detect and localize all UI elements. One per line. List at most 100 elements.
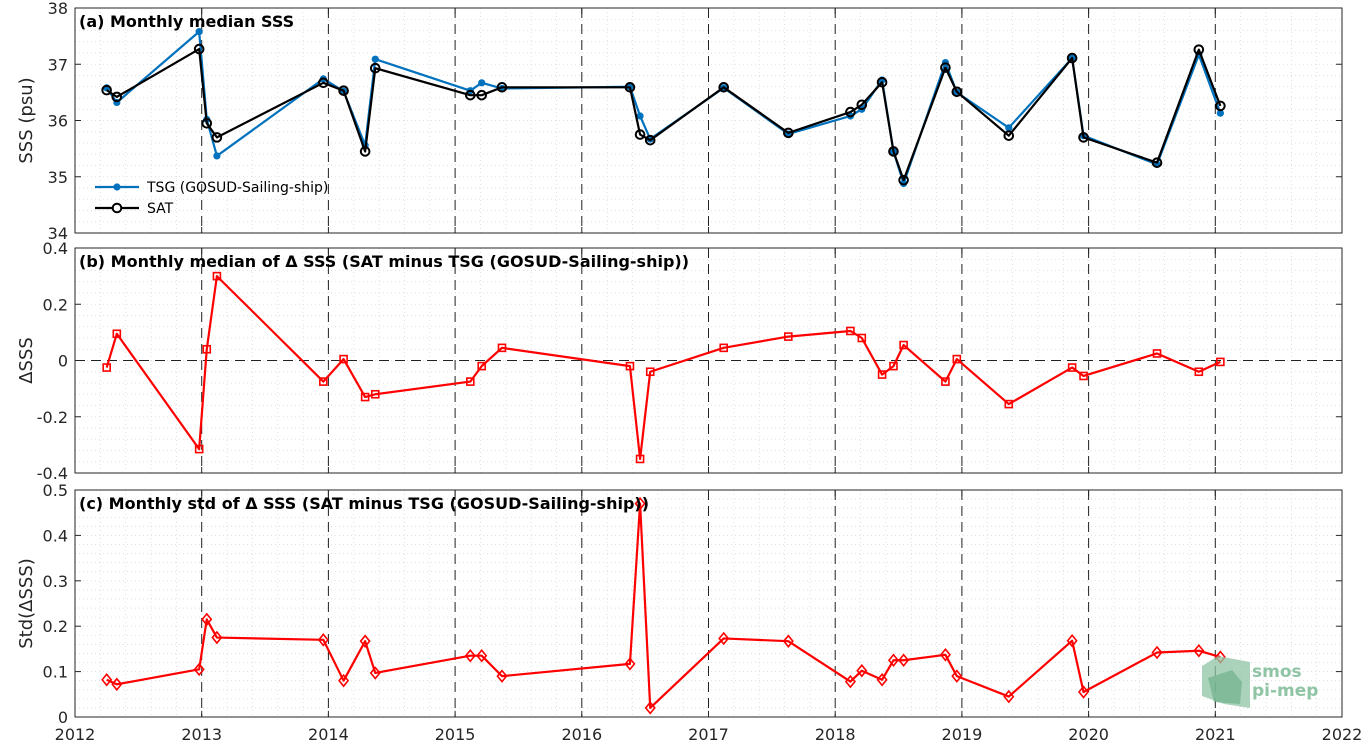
- data-point: [211, 132, 223, 143]
- data-point: [951, 86, 963, 98]
- data-point: [466, 377, 475, 386]
- data-point: [359, 146, 371, 157]
- data-point: [201, 118, 213, 129]
- data-point: [359, 634, 371, 648]
- chart-panels: 34 35 36 37 38 SSS (psu) (a) Monthly median SS…: [16, 0, 1343, 727]
- data-point: [360, 392, 370, 402]
- data-point: [899, 340, 908, 350]
- data-point: [644, 701, 656, 715]
- data-point: [951, 669, 963, 683]
- x-tick-label: 2018: [815, 725, 856, 744]
- data-point: [212, 271, 222, 281]
- x-tick-labels: 2012 2013 2014 2015 2016 2017 2018 2019 2020 2021…: [55, 725, 1363, 744]
- y-tick-label: 0: [58, 352, 68, 371]
- data-point: [1215, 100, 1226, 112]
- legend-label-tsg: TSG (GOSUD-Sailing-ship): [146, 180, 328, 196]
- data-point: [476, 648, 488, 663]
- data-point: [939, 648, 951, 662]
- data-point: [844, 674, 856, 689]
- data-point: [338, 673, 350, 688]
- y-tick-label: 0.5: [43, 481, 68, 500]
- data-point: [634, 496, 646, 511]
- data-point: [856, 663, 868, 678]
- data-point: [338, 85, 349, 96]
- data-point: [1193, 643, 1205, 658]
- y-tick-label: 0.2: [43, 295, 68, 314]
- y-tick-label: 34: [48, 224, 68, 243]
- data-point: [624, 657, 636, 671]
- data-point: [952, 354, 962, 364]
- y-axis-label: ΔSSS: [16, 337, 37, 384]
- data-point: [634, 129, 646, 140]
- data-point: [635, 454, 645, 464]
- panel-title: (c) Monthly std of Δ SSS (SAT minus TSG …: [79, 494, 649, 513]
- x-tick-label: 2013: [181, 725, 222, 744]
- data-point: [318, 77, 329, 89]
- data-point: [625, 361, 635, 371]
- data-point: [465, 89, 476, 101]
- y-tick-label: 0.3: [43, 572, 68, 591]
- series-line: [106, 502, 1221, 710]
- data-point: [876, 673, 888, 687]
- panel-title: (b) Monthly median of Δ SSS (SAT minus T…: [79, 252, 689, 271]
- data-point: [887, 653, 900, 668]
- series-sat: [101, 43, 1226, 186]
- y-tick-label: 35: [48, 168, 68, 187]
- data-point: [369, 666, 381, 680]
- data-point: [719, 343, 729, 353]
- data-point: [644, 134, 656, 146]
- logo-line-1: smos: [1252, 662, 1302, 682]
- data-point: [1004, 399, 1014, 409]
- series-tsg-gosud-sailing-ship-: [103, 28, 1224, 188]
- y-tick-label: 37: [48, 55, 68, 74]
- data-point: [101, 84, 112, 96]
- data-point: [1079, 371, 1088, 381]
- legend-marker-tsg: [113, 183, 121, 191]
- data-point: [1003, 689, 1015, 704]
- data-point: [1193, 44, 1205, 55]
- data-point: [370, 389, 380, 399]
- data-point: [478, 79, 486, 87]
- data-point: [624, 82, 636, 93]
- legend: TSG (GOSUD-Sailing-ship) SAT: [95, 180, 328, 217]
- series-line: [106, 47, 1222, 182]
- data-point: [317, 633, 329, 647]
- data-point: [1078, 132, 1089, 143]
- data-point: [1216, 109, 1224, 117]
- x-tick-label: 2021: [1195, 725, 1236, 744]
- data-point: [846, 326, 855, 336]
- data-point: [1003, 130, 1015, 141]
- data-point: [784, 332, 793, 341]
- data-point: [876, 76, 888, 88]
- data-point: [898, 653, 910, 668]
- data-point: [1152, 349, 1162, 358]
- y-axis-label: Std(ΔSSS): [16, 558, 37, 649]
- data-point: [211, 630, 223, 645]
- data-point: [782, 634, 794, 648]
- data-point: [194, 444, 204, 454]
- data-point: [112, 329, 122, 339]
- chart-panel-3: 0 0.1 0.2 0.3 0.4 0.5 Std(ΔSSS) (c) Monthly std…: [16, 481, 1343, 727]
- chart-panel-2: -0.4 -0.2 0 0.2 0.4 ΔSSS (b) Monthly median of…: [16, 239, 1343, 483]
- data-point: [464, 648, 476, 663]
- data-point: [1005, 124, 1013, 132]
- data-point: [1151, 645, 1163, 660]
- chart-panel-1: 34 35 36 37 38 SSS (psu) (a) Monthly median SS…: [16, 0, 1343, 243]
- data-point: [941, 377, 950, 386]
- data-point: [102, 363, 111, 372]
- data-point: [202, 344, 212, 354]
- data-point: [496, 82, 508, 93]
- legend-marker-sat: [111, 202, 123, 214]
- data-point: [718, 631, 730, 646]
- data-point: [195, 28, 203, 36]
- y-tick-label: 38: [48, 0, 68, 18]
- y-tick-label: -0.4: [37, 464, 68, 483]
- data-point: [193, 43, 205, 55]
- data-point: [213, 152, 221, 160]
- series-line: [105, 275, 1221, 461]
- x-tick-label: 2012: [55, 725, 96, 744]
- y-tick-label: 0.2: [43, 617, 68, 636]
- series-delta-sss: [102, 271, 1225, 464]
- data-point: [898, 174, 909, 186]
